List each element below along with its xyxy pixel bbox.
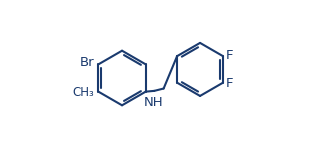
Text: F: F [225, 49, 233, 62]
Text: CH₃: CH₃ [72, 86, 94, 99]
Text: NH: NH [144, 95, 163, 109]
Text: F: F [225, 77, 233, 90]
Text: Br: Br [80, 56, 95, 69]
